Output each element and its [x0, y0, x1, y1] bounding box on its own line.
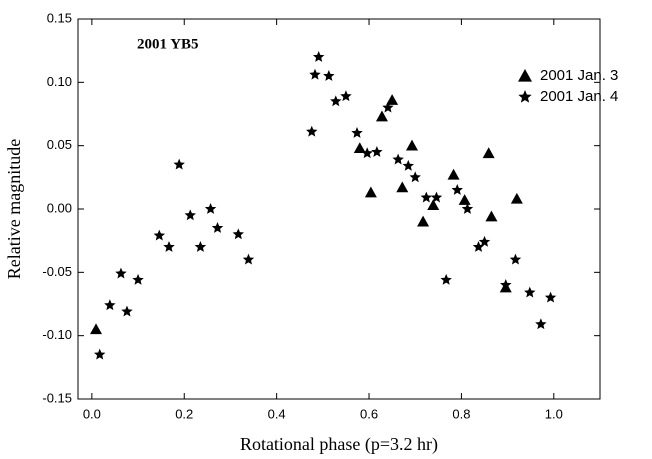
annotation: 2001 YB5	[137, 36, 199, 52]
point	[382, 101, 394, 113]
legend-marker	[518, 90, 532, 103]
point	[132, 273, 144, 285]
point	[309, 68, 321, 80]
x-axis-title: Rotational phase (p=3.2 hr)	[240, 434, 438, 455]
point	[500, 279, 512, 290]
point	[361, 147, 373, 159]
y-tick-label: 0.00	[47, 200, 72, 215]
point	[396, 181, 409, 193]
point	[330, 95, 342, 107]
point	[90, 323, 103, 335]
legend-label: 2001 Jan. 4	[540, 88, 618, 105]
point	[211, 222, 224, 233]
point	[353, 142, 366, 153]
x-tick-label: 0.4	[268, 406, 286, 421]
point	[417, 215, 430, 227]
point	[427, 199, 440, 210]
y-tick-label: -0.10	[42, 327, 72, 342]
point	[510, 192, 523, 204]
x-tick-label: 0.6	[360, 406, 378, 421]
point	[420, 191, 433, 203]
point	[115, 267, 127, 279]
point	[204, 203, 217, 214]
point	[163, 241, 175, 252]
point	[371, 146, 383, 157]
point	[386, 94, 399, 105]
y-tick-label: 0.15	[47, 10, 72, 25]
point	[121, 305, 133, 317]
point	[451, 184, 463, 195]
point	[430, 191, 443, 203]
point	[461, 203, 474, 214]
point	[312, 51, 325, 62]
point	[440, 273, 452, 285]
point	[478, 235, 491, 247]
point	[351, 127, 363, 138]
y-tick-label: 0.05	[47, 137, 72, 152]
point	[104, 299, 116, 311]
y-tick-label: -0.15	[42, 390, 72, 405]
point	[323, 70, 335, 81]
y-tick-label: 0.10	[47, 74, 72, 89]
point	[409, 171, 421, 183]
point	[535, 318, 547, 330]
point	[94, 348, 106, 360]
point	[364, 186, 377, 198]
point	[306, 125, 318, 137]
x-tick-label: 0.0	[83, 406, 101, 421]
point	[242, 253, 255, 265]
point	[340, 90, 352, 102]
point	[392, 153, 404, 165]
point	[173, 158, 185, 170]
point	[184, 209, 196, 221]
point	[482, 147, 495, 159]
point	[153, 229, 166, 241]
x-tick-label: 0.8	[452, 406, 470, 421]
x-tick-label: 1.0	[545, 406, 563, 421]
point	[405, 139, 418, 151]
point	[472, 241, 485, 252]
point	[447, 168, 460, 180]
point	[458, 194, 471, 205]
point	[375, 110, 388, 122]
legend-marker	[518, 69, 532, 82]
point	[194, 241, 207, 252]
point	[232, 228, 244, 240]
point	[524, 286, 536, 298]
point	[402, 159, 414, 171]
point	[485, 210, 498, 222]
legend-label: 2001 Jan. 3	[540, 67, 618, 84]
x-tick-label: 0.2	[175, 406, 193, 421]
y-axis-title: Relative magnitude	[4, 139, 24, 279]
point	[509, 253, 522, 265]
y-tick-label: -0.05	[42, 264, 72, 279]
point	[544, 291, 557, 303]
